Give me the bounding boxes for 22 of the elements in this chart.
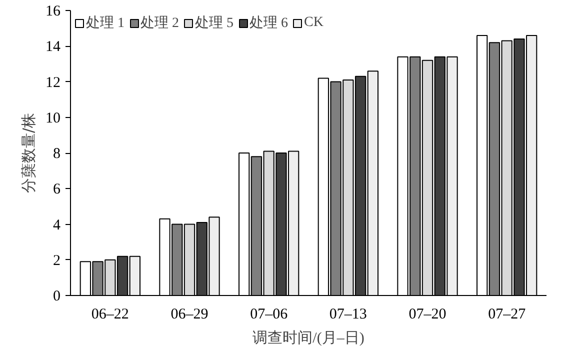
legend-label: 处理 2 (140, 14, 179, 32)
x-tick-label: 06–22 (91, 306, 129, 322)
legend-label: CK (304, 15, 324, 31)
y-tick-label: 2 (53, 252, 60, 269)
legend-label: 处理 6 (250, 14, 288, 32)
x-tick-label: 07–06 (250, 306, 288, 322)
y-tick-label: 8 (53, 146, 60, 162)
y-tick-label: 6 (53, 182, 61, 198)
y-axis-title: 分蘖数量/株 (20, 112, 38, 194)
y-tick-label: 14 (46, 39, 61, 56)
x-tick-label: 07–20 (408, 306, 446, 322)
legend-label: 处理 5 (195, 14, 234, 32)
y-tick-label: 0 (53, 288, 60, 304)
y-tick-label: 10 (46, 110, 60, 126)
x-tick-label: 07–13 (329, 306, 367, 322)
y-tick-label: 4 (53, 217, 61, 234)
x-tick-label: 06–29 (170, 306, 208, 322)
x-axis-title: 调查时间/(月–日) (252, 330, 364, 346)
legend-label: 处理 1 (86, 14, 124, 32)
x-tick-label: 07–27 (488, 306, 526, 322)
y-tick-label: 16 (46, 4, 61, 20)
y-tick-label: 12 (46, 74, 60, 91)
